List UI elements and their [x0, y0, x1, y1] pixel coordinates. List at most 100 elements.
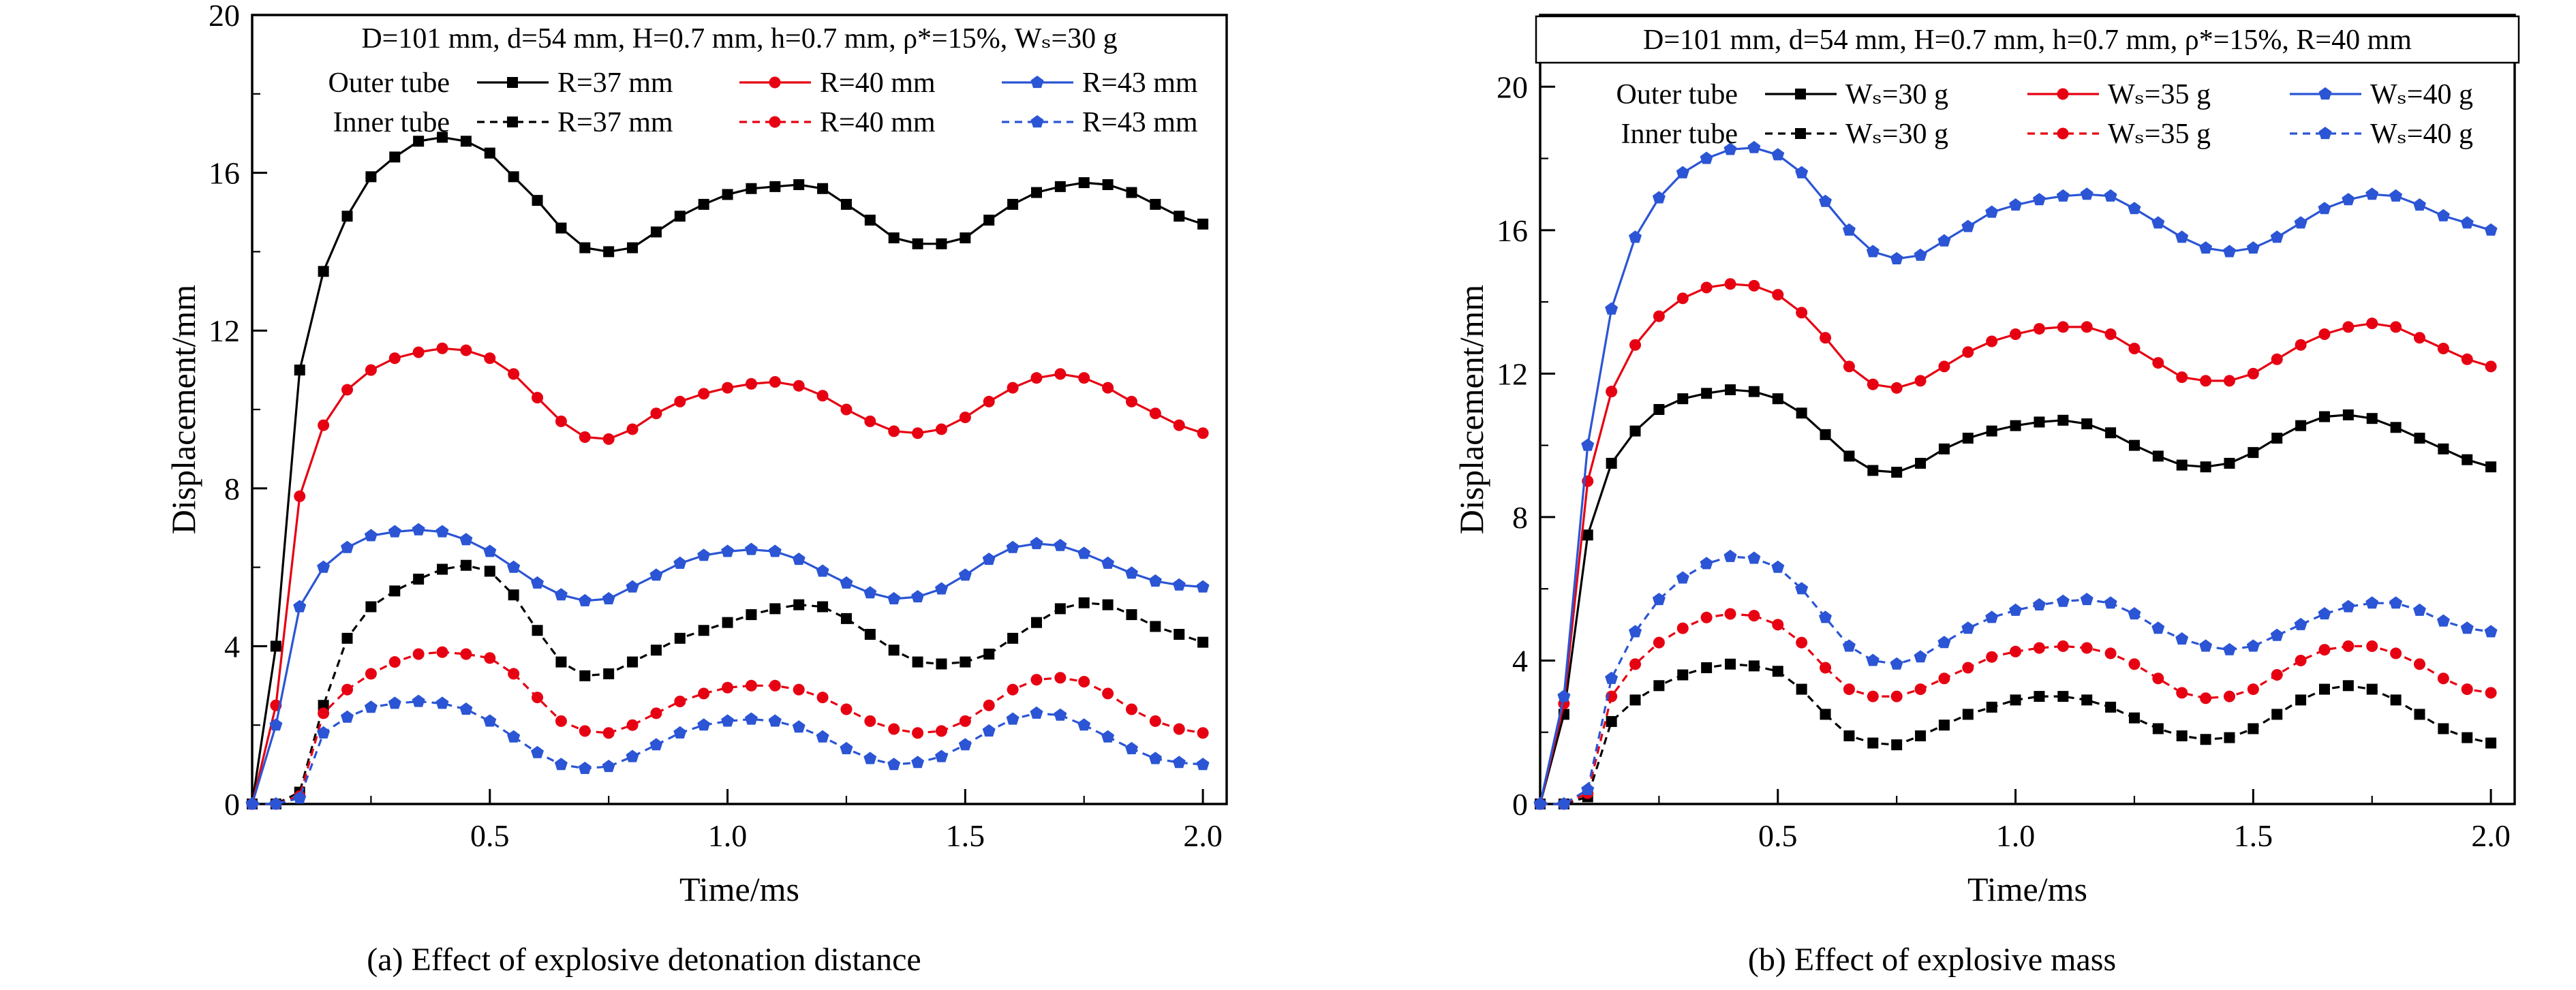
circle-marker-icon [1030, 674, 1043, 686]
pentagon-marker-icon [649, 738, 663, 751]
tick-labels: 0.5 1.0 1.5 2.0 0 4 8 12 16 20 [1497, 69, 2511, 853]
pentagon-marker-icon [2365, 187, 2379, 200]
series-line [1539, 388, 2491, 805]
square-marker-icon [555, 656, 567, 668]
pentagon-marker-icon [2056, 189, 2070, 202]
square-marker-icon [341, 632, 353, 644]
pentagon-marker-icon [840, 741, 853, 754]
pentagon-marker-icon [459, 702, 473, 715]
pentagon-marker-icon [816, 730, 829, 743]
circle-marker-icon [698, 388, 710, 400]
pentagon-marker-icon [483, 544, 497, 557]
square-marker-icon [484, 566, 495, 577]
circle-marker-icon [674, 695, 686, 707]
square-marker-icon [1606, 715, 1617, 727]
pentagon-marker-icon [1914, 650, 1927, 663]
circle-marker-icon [602, 727, 615, 739]
pentagon-marker-icon [1172, 756, 1186, 769]
square-marker-icon [1748, 660, 1760, 672]
legend-group-label: Outer tube [328, 67, 450, 99]
pentagon-marker-icon [1196, 580, 1210, 593]
legend-group-label: Inner tube [333, 107, 450, 138]
square-marker-icon [1867, 465, 1879, 476]
square-marker-icon [2034, 416, 2045, 428]
pentagon-marker-icon [2484, 223, 2498, 236]
square-marker-icon [2485, 737, 2497, 749]
pentagon-marker-icon [2318, 202, 2331, 215]
circle-marker-icon [2033, 323, 2045, 335]
axis-ticks [252, 14, 1204, 805]
pentagon-marker-icon [1030, 536, 1043, 549]
square-marker-icon [1915, 457, 1927, 469]
square-marker-icon [888, 645, 900, 656]
square-marker-icon [1796, 683, 1807, 695]
square-marker-icon [746, 609, 757, 621]
square-marker-icon [460, 136, 472, 147]
square-marker-icon [318, 266, 329, 277]
pentagon-marker-icon [459, 533, 473, 546]
circle-marker-icon [294, 490, 306, 502]
square-marker-icon [579, 670, 591, 681]
square-marker-icon [983, 215, 995, 226]
square-marker-icon [2128, 439, 2140, 451]
pentagon-marker-icon [2294, 216, 2307, 229]
square-marker-icon [1054, 603, 1066, 615]
series-outer-tube-r40 [246, 342, 1209, 810]
square-marker-icon [817, 601, 829, 613]
square-marker-icon [888, 232, 900, 244]
square-marker-icon [603, 246, 615, 258]
circle-marker-icon [1629, 339, 1642, 351]
square-marker-icon [2318, 683, 2330, 695]
circle-marker-icon [2247, 367, 2259, 380]
pentagon-marker-icon [2032, 193, 2046, 206]
circle-marker-icon [555, 415, 567, 427]
series-line [1540, 555, 2491, 805]
legend-entry-label: Wₛ=30 g [1845, 79, 1948, 110]
square-marker-icon [2224, 457, 2235, 469]
circle-marker-icon [959, 715, 971, 727]
circle-marker-icon [816, 390, 829, 402]
pentagon-marker-icon [2436, 614, 2450, 627]
circle-marker-icon [2295, 339, 2307, 351]
x-axis-title: Time/ms [679, 870, 799, 908]
pentagon-marker-icon [317, 560, 331, 573]
pentagon-marker-icon [744, 712, 758, 725]
pentagon-marker-icon [2389, 596, 2403, 609]
plot-frame [1539, 14, 2516, 805]
series-line [251, 347, 1203, 805]
circle-marker-icon [1149, 715, 1161, 727]
pentagon-marker-icon [697, 548, 711, 561]
pentagon-marker-icon [2199, 241, 2213, 254]
pentagon-marker-icon [1148, 574, 1162, 587]
circle-marker-icon [2413, 332, 2425, 344]
square-marker-icon [936, 238, 947, 249]
pentagon-marker-icon [2175, 230, 2189, 243]
pentagon-marker-icon [1054, 708, 1067, 721]
circle-marker-icon [2200, 692, 2212, 705]
square-marker-icon [1197, 636, 1209, 648]
series-inner-tube-ws30 [1535, 658, 2497, 809]
square-marker-icon [793, 599, 805, 610]
x-tick-label: 1.0 [1996, 818, 2036, 853]
circle-marker-icon [532, 392, 544, 404]
circle-marker-icon [1197, 727, 1209, 739]
square-marker-icon [1126, 609, 1137, 621]
series-inner-tube-r40 [246, 646, 1209, 810]
square-marker-icon [746, 183, 757, 194]
circle-marker-icon [2366, 318, 2378, 330]
pentagon-marker-icon [1101, 556, 1115, 569]
square-marker-icon [769, 181, 781, 192]
pentagon-marker-icon [1985, 610, 1999, 623]
square-marker-icon [2248, 447, 2259, 459]
pentagon-marker-icon [1030, 115, 1044, 128]
square-marker-icon [341, 211, 353, 222]
square-marker-icon [1174, 211, 1185, 222]
square-marker-icon [936, 658, 947, 670]
circle-marker-icon [2200, 375, 2212, 387]
square-marker-icon [1677, 393, 1689, 405]
circle-marker-icon [1007, 382, 1019, 394]
square-marker-icon [674, 632, 686, 644]
series-line [1539, 146, 2491, 805]
square-marker-icon [1795, 89, 1806, 99]
pentagon-marker-icon [388, 696, 401, 709]
